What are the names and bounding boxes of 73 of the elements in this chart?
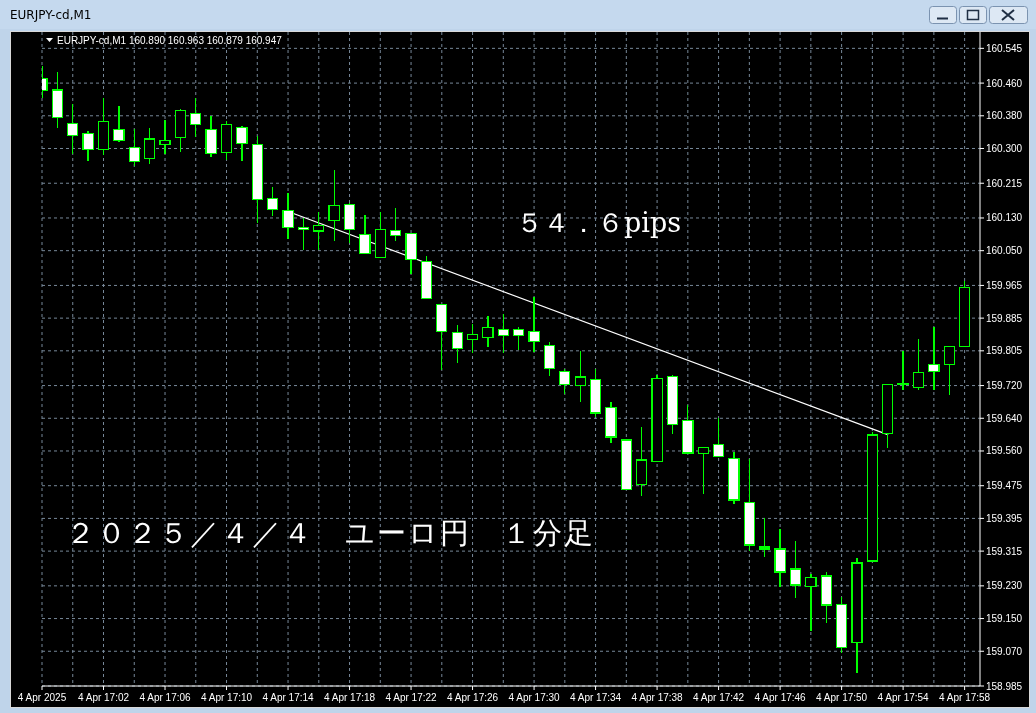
- annotation: ２０２５／４／４ ユーロ円 １分足: [66, 516, 595, 550]
- candlestick: [67, 103, 79, 155]
- x-tick-label: 4 Apr 17:58: [939, 692, 991, 703]
- candlestick: [528, 296, 540, 353]
- x-tick-label: 4 Apr 17:34: [570, 692, 622, 703]
- candlestick: [559, 368, 571, 395]
- candlestick: [236, 125, 248, 162]
- candlestick: [113, 105, 125, 143]
- y-tick-label: 159.640: [986, 412, 1023, 424]
- candlestick: [328, 169, 340, 242]
- x-tick-label: 4 Apr 17:54: [877, 692, 930, 703]
- candlestick: [759, 517, 771, 558]
- y-tick-label: 160.130: [986, 212, 1023, 224]
- y-tick-label: 159.475: [986, 480, 1023, 492]
- y-tick-label: 159.885: [986, 312, 1023, 324]
- x-tick-label: 4 Apr 17:46: [754, 692, 807, 703]
- x-tick-label: 4 Apr 17:26: [446, 692, 499, 703]
- candlestick: [897, 350, 909, 391]
- candlestick: [805, 572, 817, 632]
- y-tick-label: 160.300: [986, 142, 1023, 154]
- y-tick-label: 160.545: [986, 42, 1023, 54]
- y-tick-label: 160.050: [986, 245, 1023, 257]
- candlestick: [482, 315, 494, 348]
- candlestick: [789, 540, 802, 599]
- candlestick: [928, 326, 940, 391]
- candlestick: [543, 341, 556, 377]
- candlestick: [390, 207, 402, 242]
- candlestick: [466, 323, 479, 354]
- x-tick-label: 4 Apr 17:38: [631, 692, 684, 703]
- annotation: ５４．６pips: [516, 207, 682, 238]
- x-tick-label: 4 Apr 17:50: [816, 692, 868, 703]
- candlestick: [143, 127, 156, 165]
- candlestick: [266, 186, 279, 217]
- y-tick-label: 159.560: [986, 445, 1023, 457]
- chart-subtitle: EURJPY-cd,M1 160.890 160.963 160.879 160.947: [57, 35, 283, 46]
- candlestick: [451, 324, 463, 364]
- y-tick-label: 159.315: [986, 545, 1023, 557]
- candlestick: [359, 214, 371, 255]
- candlestick: [943, 346, 955, 396]
- candlestick: [497, 313, 509, 354]
- candlestick: [513, 326, 525, 351]
- chart-title: EURJPY-cd,M1: [10, 8, 92, 22]
- y-tick-label: 159.965: [986, 279, 1023, 291]
- x-tick-label: 4 Apr 2025: [17, 692, 67, 703]
- candlestick: [190, 97, 202, 138]
- candlestick: [774, 528, 786, 588]
- x-tick-label: 4 Apr 17:18: [323, 692, 376, 703]
- y-tick-label: 159.150: [986, 613, 1023, 625]
- candlestick: [82, 130, 94, 162]
- x-tick-label: 4 Apr 17:02: [77, 692, 130, 703]
- x-tick-label: 4 Apr 17:22: [385, 692, 438, 703]
- candlestick: [128, 128, 140, 167]
- y-tick-label: 159.805: [986, 345, 1023, 357]
- candlestick: [697, 447, 709, 495]
- y-tick-label: 159.070: [986, 645, 1023, 657]
- y-tick-label: 160.380: [986, 110, 1023, 122]
- candlestick: [912, 338, 925, 391]
- x-tick-label: 4 Apr 17:14: [262, 692, 315, 703]
- y-tick-label: 159.395: [986, 512, 1023, 524]
- candlestick: [712, 417, 725, 458]
- candlestick: [159, 119, 171, 155]
- y-tick-label: 160.460: [986, 77, 1023, 89]
- candlestick: [313, 211, 325, 251]
- y-tick-label: 159.230: [986, 580, 1023, 592]
- y-tick-label: 158.985: [986, 680, 1023, 692]
- x-tick-label: 4 Apr 17:10: [200, 692, 253, 703]
- x-tick-label: 4 Apr 17:30: [508, 692, 561, 703]
- candlestick: [297, 216, 310, 251]
- x-tick-label: 4 Apr 17:06: [139, 692, 192, 703]
- x-tick-label: 4 Apr 17:42: [693, 692, 745, 703]
- y-tick-label: 159.720: [986, 380, 1023, 392]
- y-tick-label: 160.215: [986, 177, 1023, 189]
- candlestick: [574, 350, 586, 403]
